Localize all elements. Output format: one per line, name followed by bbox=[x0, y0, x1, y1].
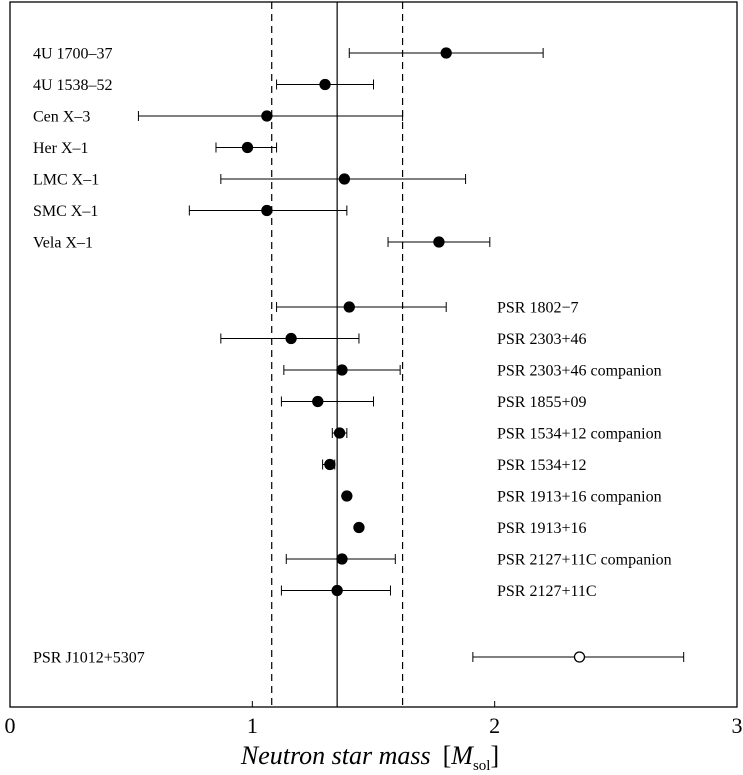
point-label-1: 4U 1538–52 bbox=[33, 77, 113, 94]
point-label-0: 4U 1700–37 bbox=[33, 46, 113, 63]
error-bars bbox=[137, 48, 685, 662]
point-label-17: PSR J1012+5307 bbox=[33, 650, 145, 667]
filled-marker-9 bbox=[336, 364, 348, 376]
filled-marker-2 bbox=[261, 110, 273, 122]
x-ticks: 0 1 2 3 bbox=[5, 701, 743, 738]
filled-marker-13 bbox=[341, 490, 353, 502]
data-points bbox=[241, 47, 586, 663]
x-tick-label-0: 0 bbox=[5, 713, 16, 738]
point-label-4: LMC X–1 bbox=[33, 172, 99, 189]
filled-marker-12 bbox=[324, 458, 336, 471]
point-label-15: PSR 2127+11C companion bbox=[497, 552, 672, 569]
x-axis-title: Neutron star mass [Msol] bbox=[240, 741, 499, 774]
filled-marker-1 bbox=[319, 78, 331, 91]
x-tick-label-3: 3 bbox=[732, 713, 743, 738]
point-label-3: Her X–1 bbox=[33, 140, 89, 157]
filled-marker-3 bbox=[241, 141, 254, 154]
point-label-5: SMC X–1 bbox=[33, 203, 98, 220]
point-labels: 4U 1700–37 4U 1538–52 Cen X–3 Her X–1 LMC X–… bbox=[33, 46, 672, 667]
x-tick-label-1: 1 bbox=[247, 713, 258, 738]
filled-marker-6 bbox=[433, 236, 445, 248]
reference-lines bbox=[271, 2, 404, 707]
point-label-13: PSR 1913+16 companion bbox=[497, 489, 662, 506]
point-label-11: PSR 1534+12 companion bbox=[497, 426, 662, 443]
filled-marker-7 bbox=[343, 301, 355, 313]
point-label-14: PSR 1913+16 bbox=[497, 520, 587, 537]
filled-marker-0 bbox=[440, 47, 452, 59]
point-label-12: PSR 1534+12 bbox=[497, 457, 587, 474]
filled-marker-11 bbox=[333, 427, 346, 439]
filled-marker-5 bbox=[261, 204, 273, 217]
filled-marker-15 bbox=[336, 553, 348, 565]
point-label-7: PSR 1802−7 bbox=[497, 300, 579, 317]
point-label-8: PSR 2303+46 bbox=[497, 331, 587, 348]
point-label-9: PSR 2303+46 companion bbox=[497, 363, 662, 380]
point-label-2: Cen X–3 bbox=[33, 109, 90, 126]
point-label-6: Vela X–1 bbox=[33, 235, 93, 252]
filled-marker-8 bbox=[285, 332, 297, 345]
x-tick-label-2: 2 bbox=[489, 713, 500, 738]
filled-marker-14 bbox=[353, 521, 365, 534]
filled-marker-10 bbox=[312, 395, 324, 408]
plot-frame bbox=[9, 1, 738, 708]
filled-marker-4 bbox=[338, 173, 351, 185]
point-label-10: PSR 1855+09 bbox=[497, 394, 587, 411]
point-label-16: PSR 2127+11C bbox=[497, 583, 597, 600]
filled-marker-16 bbox=[331, 584, 343, 597]
open-marker-17 bbox=[573, 651, 586, 663]
